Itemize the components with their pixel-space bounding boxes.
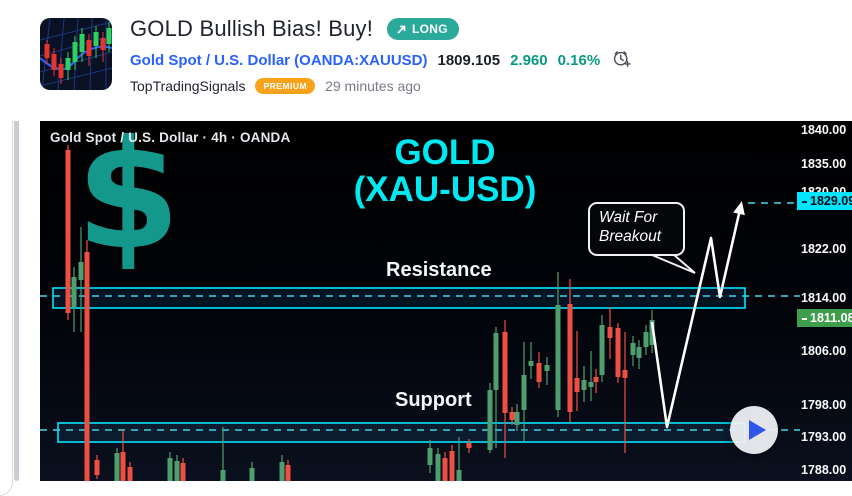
resistance-label: Resistance <box>386 259 492 281</box>
candle-body <box>630 343 636 355</box>
author-name[interactable]: TopTradingSignals <box>130 78 246 94</box>
candle-body <box>127 467 133 481</box>
candle-body <box>636 347 642 358</box>
price-axis: 1840.001835.001830.001829.091822.001814.… <box>797 121 852 481</box>
breakout-callout: Wait For Breakout <box>588 202 685 256</box>
candle-body <box>599 325 605 375</box>
candle-body <box>427 448 433 465</box>
premium-badge: PREMIUM <box>255 78 316 94</box>
candle-body <box>622 370 628 378</box>
video-play-button[interactable] <box>730 406 778 454</box>
candle-body <box>285 465 291 481</box>
price-change-percent: 0.16% <box>557 51 601 69</box>
candle-body <box>588 382 594 387</box>
candle-body <box>94 460 100 475</box>
idea-header-text: GOLD Bullish Bias! Buy! LONG Gold Spot /… <box>130 15 631 95</box>
candle-body <box>643 332 649 347</box>
axis-price-label: 1798.00 <box>801 398 847 412</box>
chart-heading-line2: (XAU-USD) <box>353 170 537 210</box>
idea-page: { "header": { "title": "GOLD Bullish Bia… <box>0 0 852 481</box>
candle-body <box>456 470 462 481</box>
chart-legend: Gold Spot / U.S. Dollar · 4h · OANDA <box>50 130 291 145</box>
idea-thumbnail[interactable] <box>40 18 112 90</box>
symbol-link[interactable]: Gold Spot / U.S. Dollar (OANDA:XAUUSD) <box>130 51 428 69</box>
candle-body <box>279 462 285 481</box>
alarm-clock-plus-icon <box>614 50 631 67</box>
callout-tail <box>651 254 696 274</box>
candle-body <box>449 451 455 481</box>
candle-body <box>555 305 561 410</box>
idea-header: GOLD Bullish Bias! Buy! LONG Gold Spot /… <box>0 0 852 121</box>
candle-body <box>71 277 77 307</box>
axis-price-label: 1806.00 <box>801 344 847 358</box>
candle-body <box>65 150 71 313</box>
candle-body <box>493 333 499 390</box>
candle-body <box>581 380 587 390</box>
candle-body <box>466 443 472 448</box>
candle-body <box>487 390 493 450</box>
axis-price-label: 1814.00 <box>801 291 847 305</box>
chart-heading: GOLD (XAU-USD) <box>320 134 570 208</box>
dollar-watermark: $ <box>76 109 181 283</box>
candle-body <box>567 304 573 412</box>
candle-body <box>84 252 90 481</box>
chart-heading-line1: GOLD <box>394 133 496 172</box>
axis-price-label: 1788.00 <box>801 463 847 477</box>
candle-body <box>249 468 255 481</box>
axis-price-label: 1822.00 <box>801 242 847 256</box>
breakout-zigzag-arrow <box>650 201 745 429</box>
candle-body <box>521 375 527 410</box>
candle-body <box>180 463 186 481</box>
candle-body <box>649 320 655 345</box>
candle-body <box>536 363 542 382</box>
arrow-up-right-icon <box>397 25 406 34</box>
candle-body <box>528 361 534 366</box>
candle-body <box>502 332 508 413</box>
candle-body <box>607 327 613 338</box>
candle-body <box>78 262 84 280</box>
last-price: 1809.105 <box>437 51 501 69</box>
direction-badge-long: LONG <box>387 18 459 40</box>
candle-body <box>514 412 520 425</box>
candle-body <box>114 453 120 481</box>
last-price-tag: 1811.08 <box>797 309 852 327</box>
candle-body <box>435 454 441 481</box>
scrollbar[interactable] <box>14 3 19 481</box>
axis-price-label: 1840.00 <box>801 123 847 137</box>
axis-price-label: 1793.00 <box>801 430 847 444</box>
chart-image: $ Gold Spot / U.S. Dollar · 4h · OANDA G… <box>40 121 852 481</box>
thumbnail-chart-image <box>40 18 112 90</box>
axis-price-label: 1835.00 <box>801 157 847 171</box>
candle-body <box>574 378 580 392</box>
candle-body <box>167 458 173 481</box>
resistance-zone-box <box>52 287 746 309</box>
candle-body <box>615 328 621 377</box>
candle-body <box>120 452 126 481</box>
candle-body <box>509 412 515 420</box>
candle-body <box>220 470 226 481</box>
candle-body <box>442 458 448 481</box>
support-zone-box <box>57 422 746 443</box>
candle-body <box>593 377 599 382</box>
candle-body <box>174 461 180 481</box>
published-time: 29 minutes ago <box>325 78 421 94</box>
idea-title: GOLD Bullish Bias! Buy! <box>130 16 374 41</box>
target-price-tag: 1829.09 <box>797 192 852 210</box>
price-change: 2.960 <box>510 51 548 69</box>
add-alert-button[interactable] <box>612 49 631 72</box>
candle-body <box>544 365 550 371</box>
play-icon <box>748 420 766 440</box>
support-label: Support <box>395 389 472 411</box>
